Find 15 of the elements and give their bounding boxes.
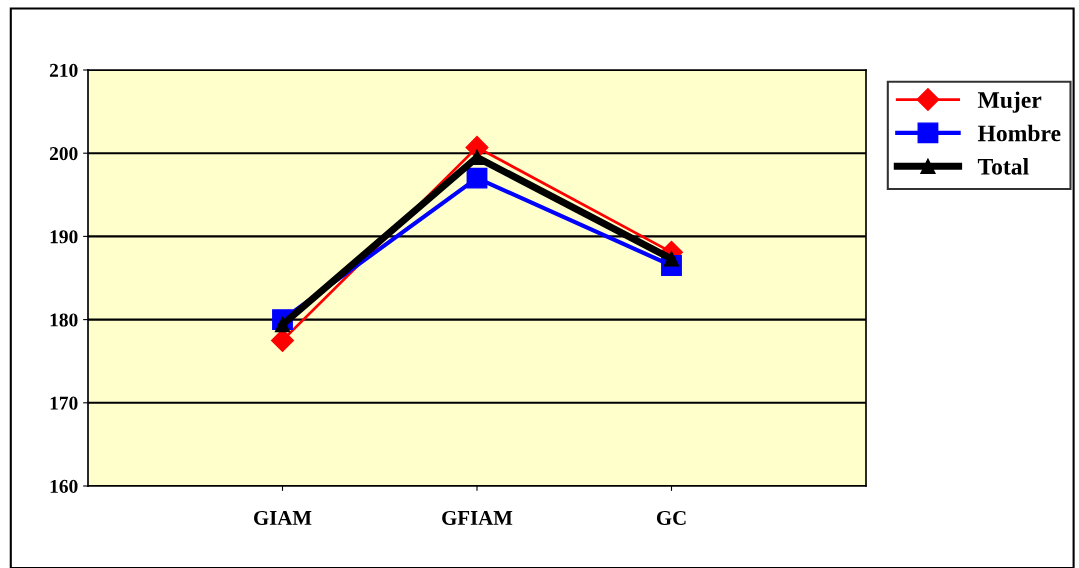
y-tick-label: 160 (50, 479, 78, 493)
point (274, 316, 291, 333)
point (663, 251, 680, 267)
point (466, 167, 488, 189)
x-tick-label: GC (656, 510, 686, 525)
x-tick-label: GIAM (254, 510, 312, 525)
legend-label: Hombre (977, 124, 1061, 142)
y-tick-label: 210 (49, 63, 78, 77)
y-tick-label: 190 (50, 230, 78, 244)
y-tick-label: 180 (50, 313, 78, 327)
legend-label: Mujer (977, 91, 1042, 113)
y-tick-label: 170 (50, 396, 78, 410)
x-tick-label: GFIAM (442, 510, 513, 525)
legend-label: Total (977, 158, 1029, 175)
y-tick-label: 200 (49, 147, 78, 161)
